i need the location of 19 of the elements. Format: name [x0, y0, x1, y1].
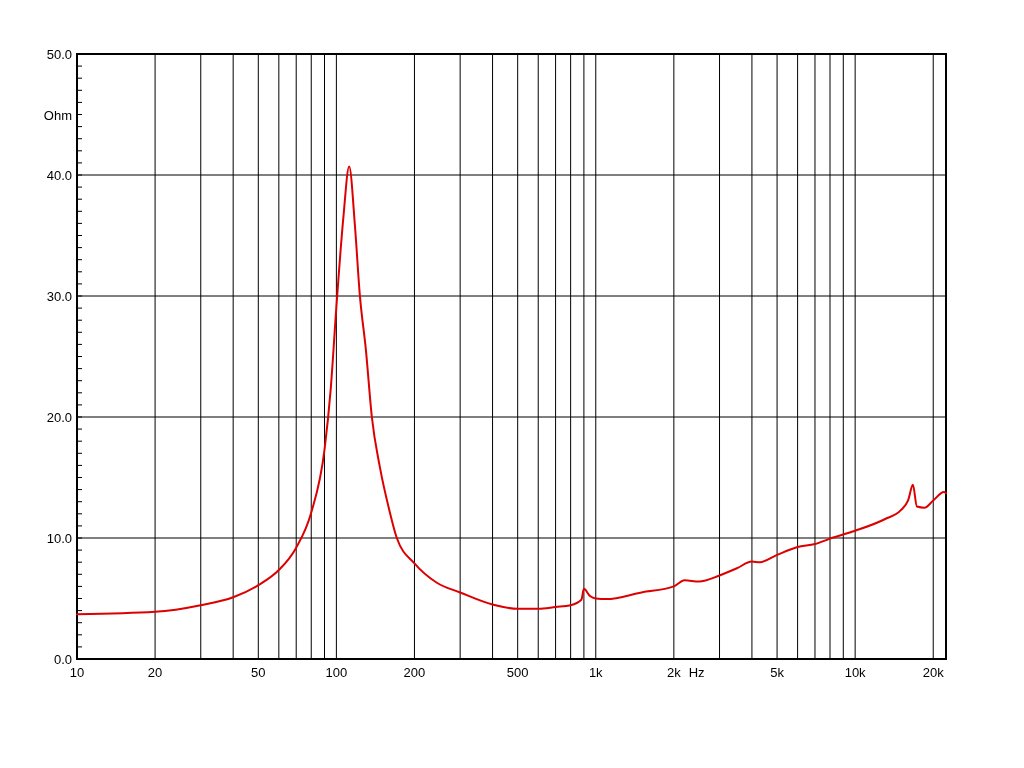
y-axis-title: Ohm: [43, 107, 72, 123]
x-tick-label: 20: [147, 665, 163, 680]
y-tick-label: 40.0: [46, 168, 72, 183]
y-tick-label: 20.0: [46, 410, 72, 425]
x-tick-label: 50: [251, 665, 266, 680]
x-tick-label: 200: [403, 665, 426, 680]
x-axis-title: Hz: [688, 665, 705, 680]
x-tick-label: 100: [325, 665, 348, 680]
x-tick-label: 2k: [666, 665, 682, 680]
x-tick-label: 5k: [770, 665, 785, 680]
y-tick-label: 10.0: [46, 531, 72, 546]
y-tick-label: 0.0: [53, 652, 72, 667]
y-tick-label: 50.0: [46, 47, 72, 62]
y-tick-label: 30.0: [46, 289, 72, 304]
x-tick-label: 10: [69, 665, 85, 680]
x-tick-label: 10k: [844, 665, 867, 680]
x-tick-label: 20k: [922, 665, 945, 680]
x-tick-label: 500: [506, 665, 529, 680]
x-tick-label: 1k: [588, 665, 604, 680]
